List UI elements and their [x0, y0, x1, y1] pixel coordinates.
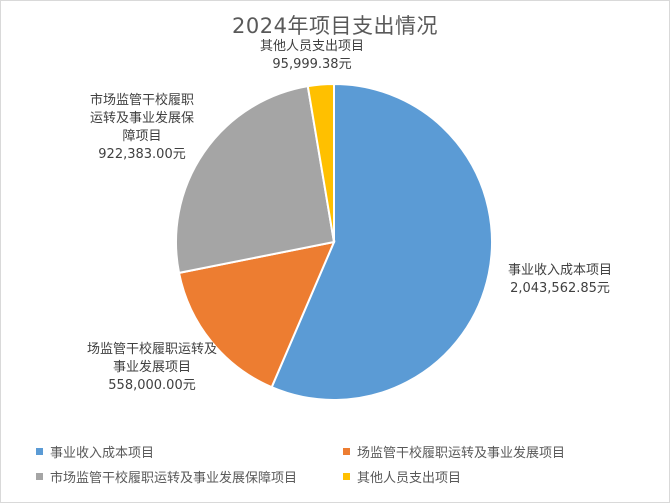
legend: 事业收入成本项目 场监管干校履职运转及事业发展项目 市场监管干校履职运转及事业发… [36, 442, 656, 490]
chart-title: 2024年项目支出情况 [232, 14, 438, 38]
data-label-3: 其他人员支出项目 95,999.38元 [260, 39, 364, 72]
legend-label-1: 场监管干校履职运转及事业发展项目 [357, 446, 566, 461]
legend-swatch-0 [36, 448, 43, 455]
legend-label-0: 事业收入成本项目 [50, 446, 155, 461]
legend-item-1: 场监管干校履职运转及事业发展项目 [343, 442, 565, 461]
data-label-1: 场监管干校履职运转及事业发展项目 558,000.00元 [87, 341, 217, 393]
pie-slice-1 [177, 240, 336, 389]
pie-slice-0 [270, 82, 493, 401]
pie-slice-2 [175, 85, 336, 275]
pie-slice-3 [306, 82, 335, 243]
data-label-2: 市场监管干校履职运转及事业发展保障项目 922,383.00元 [90, 92, 194, 162]
legend-swatch-2 [36, 473, 43, 480]
legend-label-2: 市场监管干校履职运转及事业发展保障项目 [50, 471, 298, 486]
legend-item-0: 事业收入成本项目 [36, 442, 154, 461]
legend-label-3: 其他人员支出项目 [357, 471, 462, 486]
data-label-0: 事业收入成本项目 2,043,562.85元 [508, 263, 612, 296]
legend-item-3: 其他人员支出项目 [343, 467, 461, 486]
legend-item-2: 市场监管干校履职运转及事业发展保障项目 [36, 467, 297, 486]
legend-swatch-1 [343, 448, 350, 455]
legend-swatch-3 [343, 473, 350, 480]
